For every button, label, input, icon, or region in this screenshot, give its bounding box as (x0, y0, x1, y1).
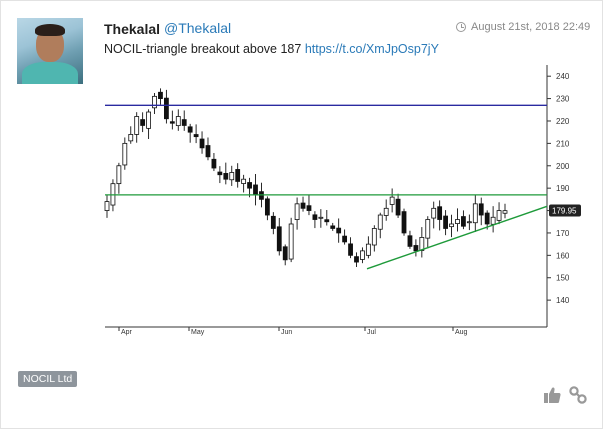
candle-body (199, 138, 205, 149)
candle-body (253, 184, 258, 196)
candle-body (330, 225, 336, 229)
candle-body (502, 210, 508, 214)
link-icon[interactable] (568, 385, 588, 405)
candle-body (187, 126, 193, 133)
y-tick-label: 200 (556, 162, 570, 171)
candle-body (336, 227, 342, 234)
candle-body (348, 243, 353, 256)
post-text: NOCIL-triangle breakout above 187 https:… (104, 42, 439, 56)
trend-line (366, 205, 548, 270)
candle-body (419, 237, 425, 251)
candle-body (294, 203, 300, 220)
y-tick-label: 240 (556, 72, 570, 81)
candle-body (247, 182, 252, 189)
candle-body (264, 198, 270, 216)
clock-icon (456, 22, 466, 32)
candle-body (395, 198, 401, 216)
post-text-body: NOCIL-triangle breakout above 187 (104, 42, 302, 56)
candle-body (128, 134, 134, 142)
candle-body (443, 215, 448, 229)
post-link[interactable]: https://t.co/XmJpOsp7jY (304, 42, 439, 56)
avatar[interactable] (17, 18, 83, 84)
candle-body (158, 91, 163, 99)
x-tick-label: May (191, 329, 205, 336)
candle-body (175, 116, 181, 127)
candle-body (134, 116, 140, 135)
y-tick-label: 170 (556, 229, 570, 238)
candle-body (169, 121, 175, 124)
y-tick-label: 230 (556, 95, 570, 104)
candle-body (360, 250, 365, 260)
y-tick-label: 190 (556, 184, 570, 193)
candle-body (342, 235, 348, 243)
last-price-label: 179.95 (552, 207, 577, 216)
candle-body (193, 134, 199, 138)
chart-svg: 140150160170180190200210220230240AprMayJ… (104, 65, 581, 336)
candle-body (377, 214, 383, 230)
candle-body (217, 171, 223, 176)
candle-body (140, 119, 146, 126)
candle-body (490, 216, 496, 225)
candle-body (235, 169, 241, 182)
candle-body (407, 235, 413, 247)
candle-body (371, 228, 377, 246)
candle-body (478, 203, 484, 216)
candle-body (383, 207, 389, 216)
candle-body (181, 119, 187, 126)
candle-body (152, 95, 157, 109)
x-tick-label: Aug (455, 329, 468, 336)
candle-body (270, 215, 276, 229)
y-tick-label: 210 (556, 139, 570, 148)
candle-body (354, 256, 359, 263)
y-tick-label: 150 (556, 274, 570, 283)
x-tick-label: Jul (367, 329, 376, 336)
candle-body (146, 111, 151, 129)
candle-body (449, 223, 454, 228)
stock-tag[interactable]: NOCIL Ltd (18, 371, 78, 387)
candle-body (306, 205, 312, 211)
y-tick-label: 220 (556, 117, 570, 126)
candle-body (122, 142, 128, 166)
stock-chart: 140150160170180190200210220230240AprMayJ… (101, 61, 587, 341)
timestamp-text: August 21st, 2018 22:49 (471, 21, 591, 33)
candle-body (461, 216, 466, 227)
candle-body (466, 221, 472, 224)
candle-body (205, 145, 211, 158)
candle-body (104, 201, 110, 211)
candle-body (211, 158, 217, 169)
candle-body (389, 196, 395, 205)
candle-body (276, 226, 282, 252)
y-tick-label: 140 (556, 296, 570, 305)
candle-body (164, 97, 169, 120)
x-tick-label: Jun (281, 329, 292, 336)
candle-body (472, 203, 478, 224)
candle-body (318, 216, 324, 219)
x-tick-label: Apr (121, 329, 133, 336)
last-price-badge (549, 204, 581, 217)
candle-body (229, 172, 235, 181)
author-handle[interactable]: @Thekalal (164, 20, 232, 36)
candle-body (413, 245, 419, 252)
post-timestamp: August 21st, 2018 22:49 (456, 21, 590, 33)
author-name[interactable]: Thekalal (104, 21, 161, 37)
candle-body (365, 243, 371, 256)
candle-body (288, 223, 294, 260)
candle-body (241, 178, 247, 184)
candle-body (116, 165, 122, 185)
candle-body (484, 212, 490, 225)
candle-body (223, 173, 229, 180)
candle-body (300, 202, 306, 209)
candle-body (282, 246, 288, 261)
candle-body (437, 206, 443, 220)
candle-body (496, 210, 502, 221)
candle-body (425, 219, 431, 239)
thumbs-up-icon[interactable] (542, 385, 562, 405)
y-tick-label: 160 (556, 251, 570, 260)
candle-body (455, 219, 460, 224)
candle-body (312, 214, 318, 220)
candle-body (324, 219, 330, 223)
candle-body (401, 211, 407, 234)
candle-body (431, 207, 437, 219)
